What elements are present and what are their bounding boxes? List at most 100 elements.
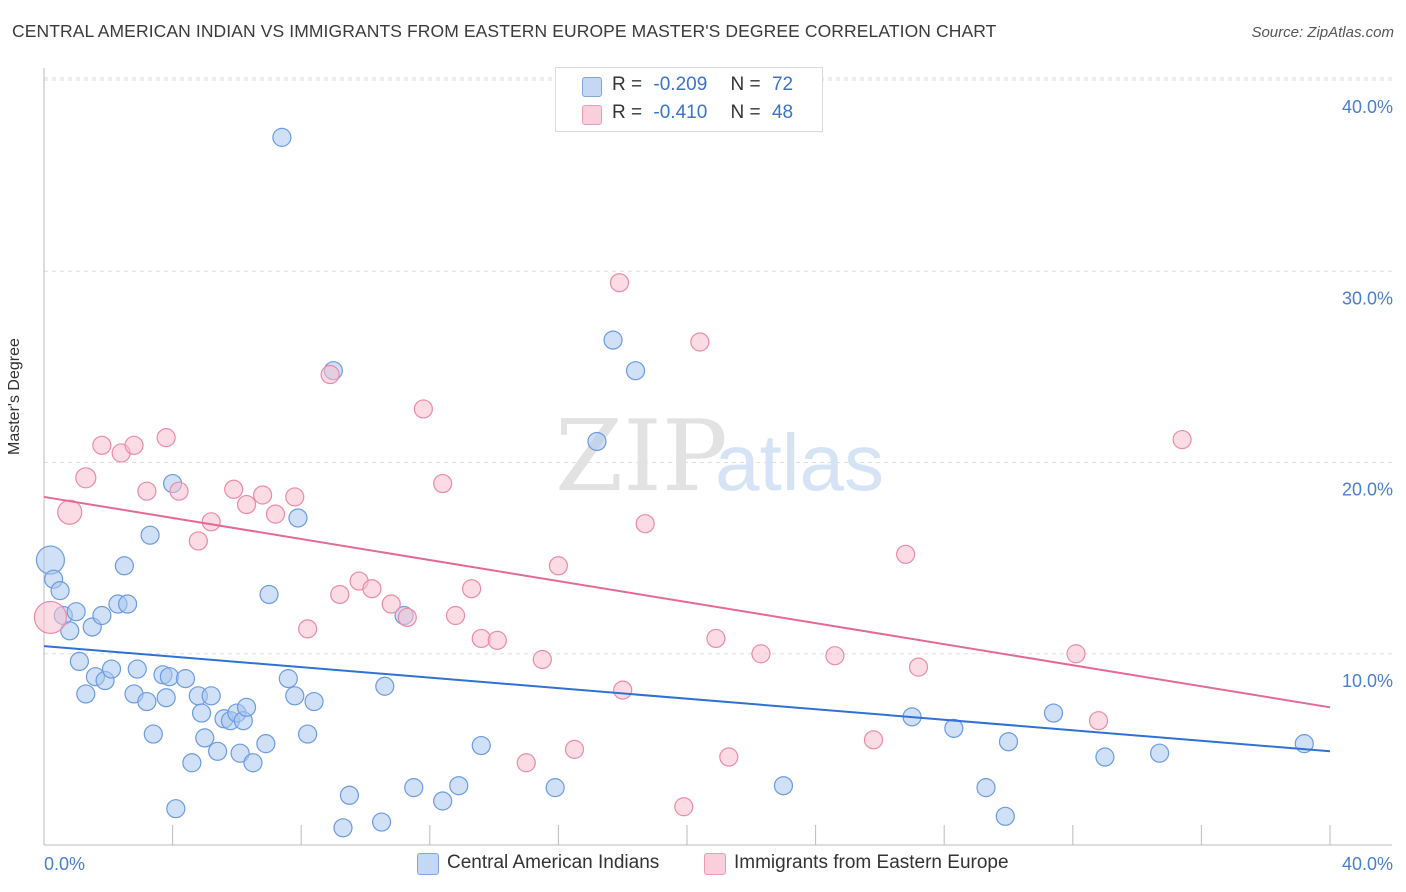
point-central-american-indian	[35, 545, 66, 575]
point-eastern-europe-immigrant	[609, 273, 630, 293]
point-eastern-europe-immigrant	[169, 481, 189, 501]
watermark: ZIP atlas	[555, 400, 884, 514]
point-central-american-indian	[201, 686, 221, 706]
point-central-american-indian	[117, 594, 138, 614]
point-central-american-indian	[143, 724, 163, 744]
tick-labels: 10.0% 20.0% 30.0% 40.0% 0.0% 40.0%	[44, 97, 1393, 874]
point-eastern-europe-immigrant	[635, 514, 655, 534]
point-central-american-indian	[298, 724, 318, 744]
y-tick-label: 20.0%	[1342, 480, 1393, 500]
point-eastern-europe-immigrant	[124, 435, 144, 455]
point-eastern-europe-immigrant	[156, 428, 176, 448]
point-eastern-europe-immigrant	[413, 399, 433, 419]
point-eastern-europe-immigrant	[487, 630, 507, 650]
legend-r-label: R =	[612, 102, 643, 123]
point-central-american-indian	[175, 669, 196, 689]
point-eastern-europe-immigrant	[908, 657, 929, 677]
point-eastern-europe-immigrant	[532, 649, 552, 670]
trend-lines	[43, 495, 1331, 753]
bottom-legend-label-pink: Immigrants from Eastern Europe	[734, 852, 1009, 873]
point-central-american-indian	[449, 776, 469, 796]
point-eastern-europe-immigrant	[564, 739, 585, 759]
point-central-american-indian	[944, 718, 964, 738]
point-eastern-europe-immigrant	[825, 646, 845, 666]
point-eastern-europe-immigrant	[224, 479, 244, 499]
watermark-zip: ZIP	[555, 400, 728, 514]
trend-line-blue	[43, 645, 1331, 753]
point-eastern-europe-immigrant	[330, 584, 350, 605]
x-tick-label-min: 0.0%	[44, 854, 85, 874]
point-central-american-indian	[471, 735, 491, 756]
point-eastern-europe-immigrant	[320, 364, 340, 385]
bottom-legend-swatch-blue	[417, 853, 439, 875]
point-eastern-europe-immigrant	[433, 473, 453, 494]
point-central-american-indian	[137, 691, 157, 712]
point-central-american-indian	[182, 753, 202, 773]
point-central-american-indian	[208, 741, 228, 761]
gridlines	[44, 77, 1392, 655]
point-central-american-indian	[995, 806, 1015, 826]
point-eastern-europe-immigrant	[137, 481, 157, 501]
legend-swatch-pink	[582, 105, 602, 125]
point-central-american-indian	[333, 818, 353, 838]
point-eastern-europe-immigrant	[471, 628, 491, 649]
point-eastern-europe-immigrant	[298, 619, 318, 639]
point-central-american-indian	[998, 732, 1019, 752]
point-eastern-europe-immigrant	[1172, 429, 1192, 450]
point-eastern-europe-immigrant	[613, 680, 633, 700]
point-central-american-indian	[66, 602, 86, 622]
watermark-atlas: atlas	[715, 418, 884, 507]
point-central-american-indian	[433, 791, 453, 811]
series-immigrants-eastern-europe	[33, 273, 1192, 817]
legend-n-label: N =	[730, 74, 761, 95]
point-eastern-europe-immigrant	[236, 494, 257, 515]
point-central-american-indian	[92, 605, 112, 626]
axes	[43, 68, 1392, 846]
point-eastern-europe-immigrant	[253, 485, 273, 505]
point-eastern-europe-immigrant	[445, 605, 466, 626]
point-central-american-indian	[166, 799, 186, 819]
point-central-american-indian	[127, 659, 147, 679]
point-central-american-indian	[230, 743, 250, 763]
point-eastern-europe-immigrant	[719, 747, 739, 767]
point-eastern-europe-immigrant	[362, 579, 382, 599]
y-tick-label: 30.0%	[1342, 288, 1393, 308]
point-central-american-indian	[375, 676, 395, 696]
point-eastern-europe-immigrant	[201, 512, 221, 532]
chart-title: CENTRAL AMERICAN INDIAN VS IMMIGRANTS FR…	[12, 21, 997, 41]
point-central-american-indian	[76, 684, 96, 704]
legend-r-value-pink: -0.410	[653, 102, 708, 123]
point-eastern-europe-immigrant	[57, 499, 83, 525]
y-tick-label: 10.0%	[1342, 671, 1393, 691]
bottom-legend-label-blue: Central American Indians	[447, 852, 660, 873]
x-tick-label-max: 40.0%	[1342, 854, 1393, 874]
bottom-legend-swatch-pink	[704, 853, 726, 875]
point-central-american-indian	[156, 688, 176, 708]
point-eastern-europe-immigrant	[397, 607, 417, 628]
point-eastern-europe-immigrant	[674, 797, 694, 817]
point-eastern-europe-immigrant	[461, 579, 482, 599]
correlation-legend: R = -0.209 N = 72 R = -0.410 N = 48	[555, 67, 823, 132]
legend-n-label: N =	[730, 102, 761, 123]
point-eastern-europe-immigrant	[516, 753, 536, 773]
point-central-american-indian	[50, 581, 70, 601]
legend-r-label: R =	[612, 74, 643, 95]
point-eastern-europe-immigrant	[285, 487, 305, 507]
legend-n-value-blue: 72	[771, 74, 794, 95]
point-eastern-europe-immigrant	[188, 531, 208, 551]
y-tick-label: 40.0%	[1342, 97, 1393, 117]
point-central-american-indian	[101, 659, 122, 679]
legend-r-value-blue: -0.209	[653, 74, 708, 95]
point-eastern-europe-immigrant	[381, 594, 401, 614]
point-central-american-indian	[243, 753, 263, 773]
trend-line-pink	[43, 495, 1331, 709]
point-central-american-indian	[285, 686, 305, 706]
point-central-american-indian	[69, 651, 89, 672]
point-central-american-indian	[371, 812, 392, 832]
point-central-american-indian	[195, 728, 215, 748]
point-central-american-indian	[236, 697, 257, 717]
point-eastern-europe-immigrant	[690, 332, 710, 352]
point-eastern-europe-immigrant	[706, 628, 726, 649]
point-central-american-indian	[256, 734, 276, 754]
